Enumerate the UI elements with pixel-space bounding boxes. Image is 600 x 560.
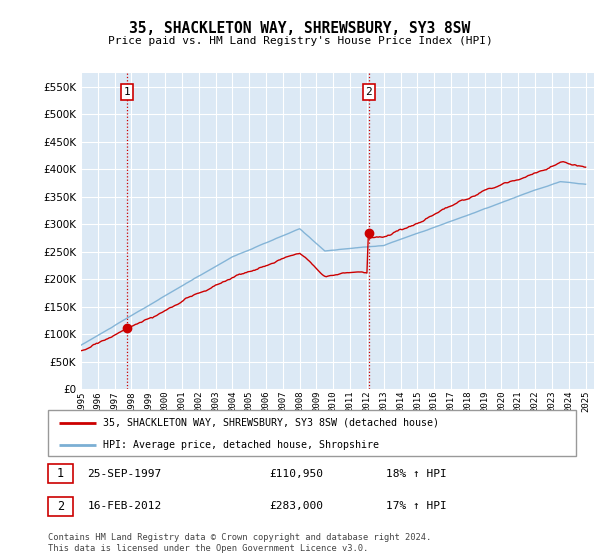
Text: 35, SHACKLETON WAY, SHREWSBURY, SY3 8SW (detached house): 35, SHACKLETON WAY, SHREWSBURY, SY3 8SW …	[103, 418, 439, 428]
Text: 2: 2	[57, 500, 64, 513]
Text: 35, SHACKLETON WAY, SHREWSBURY, SY3 8SW: 35, SHACKLETON WAY, SHREWSBURY, SY3 8SW	[130, 21, 470, 36]
Text: Price paid vs. HM Land Registry's House Price Index (HPI): Price paid vs. HM Land Registry's House …	[107, 36, 493, 46]
Text: £283,000: £283,000	[270, 501, 324, 511]
FancyBboxPatch shape	[48, 410, 576, 456]
Text: 25-SEP-1997: 25-SEP-1997	[88, 469, 162, 479]
Text: £110,950: £110,950	[270, 469, 324, 479]
Text: 2: 2	[365, 87, 373, 97]
FancyBboxPatch shape	[48, 497, 73, 516]
Text: 1: 1	[124, 87, 130, 97]
Text: 16-FEB-2012: 16-FEB-2012	[88, 501, 162, 511]
Text: 1: 1	[57, 467, 64, 480]
Text: 17% ↑ HPI: 17% ↑ HPI	[386, 501, 446, 511]
Text: HPI: Average price, detached house, Shropshire: HPI: Average price, detached house, Shro…	[103, 440, 379, 450]
Text: Contains HM Land Registry data © Crown copyright and database right 2024.
This d: Contains HM Land Registry data © Crown c…	[48, 533, 431, 553]
Text: 18% ↑ HPI: 18% ↑ HPI	[386, 469, 446, 479]
FancyBboxPatch shape	[48, 464, 73, 483]
